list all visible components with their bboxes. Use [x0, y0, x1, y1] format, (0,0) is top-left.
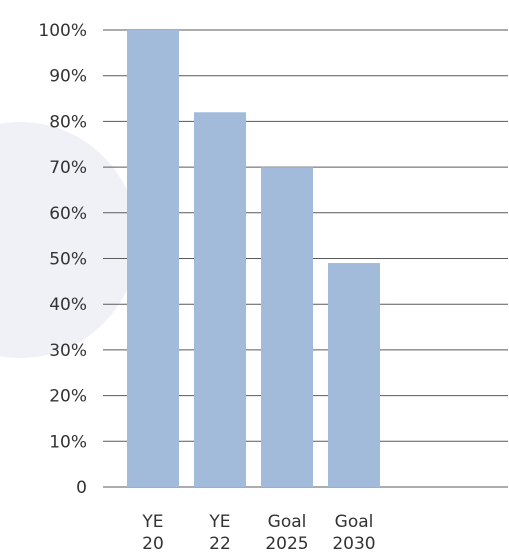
- x-category-label: YE 20: [141, 512, 163, 552]
- y-tick-label: 100%: [38, 21, 87, 41]
- x-category-label-line: Goal: [335, 512, 374, 532]
- y-tick-label: 80%: [49, 112, 87, 132]
- background-circle: [0, 122, 138, 358]
- bars: [127, 30, 380, 487]
- x-category-label-line: YE: [208, 512, 230, 532]
- y-tick-label: 50%: [49, 250, 87, 270]
- x-category-label-line: Goal: [268, 512, 307, 532]
- x-category-label-line: 2025: [265, 534, 308, 552]
- bar: [261, 167, 313, 487]
- y-tick-label: 10%: [49, 432, 87, 452]
- y-tick-label: 90%: [49, 67, 87, 87]
- bar: [127, 30, 179, 487]
- y-tick-label: 40%: [49, 295, 87, 315]
- x-category-label: Goal 2030: [332, 512, 375, 552]
- x-category-label-line: 20: [142, 534, 164, 552]
- y-tick-label: 70%: [49, 158, 87, 178]
- x-axis-category-labels: YE 20 YE 22 Goal 2025 Goal 2030: [141, 512, 375, 552]
- y-tick-label: 20%: [49, 387, 87, 407]
- y-tick-label: 0: [76, 478, 87, 498]
- x-category-label-line: 22: [209, 534, 231, 552]
- bar: [328, 263, 380, 487]
- x-category-label-line: 2030: [332, 534, 375, 552]
- x-category-label: Goal 2025: [265, 512, 308, 552]
- x-category-label-line: YE: [141, 512, 163, 532]
- bar: [194, 112, 246, 487]
- x-category-label: YE 22: [208, 512, 230, 552]
- y-tick-label: 60%: [49, 204, 87, 224]
- y-tick-label: 30%: [49, 341, 87, 361]
- y-axis-tick-labels: 0 10% 20% 30% 40% 50% 60% 70% 80% 90% 100%: [38, 21, 87, 498]
